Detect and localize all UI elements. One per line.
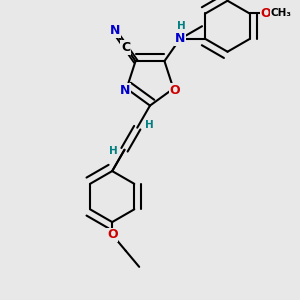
Text: O: O	[169, 84, 180, 97]
Text: H: H	[145, 120, 154, 130]
Text: H: H	[109, 146, 118, 156]
Text: N: N	[175, 32, 185, 46]
Text: O: O	[107, 228, 118, 241]
Text: O: O	[261, 7, 272, 20]
Text: H: H	[177, 21, 186, 32]
Text: CH₃: CH₃	[271, 8, 292, 18]
Text: N: N	[110, 24, 120, 37]
Text: N: N	[120, 84, 130, 97]
Text: C: C	[121, 41, 130, 54]
